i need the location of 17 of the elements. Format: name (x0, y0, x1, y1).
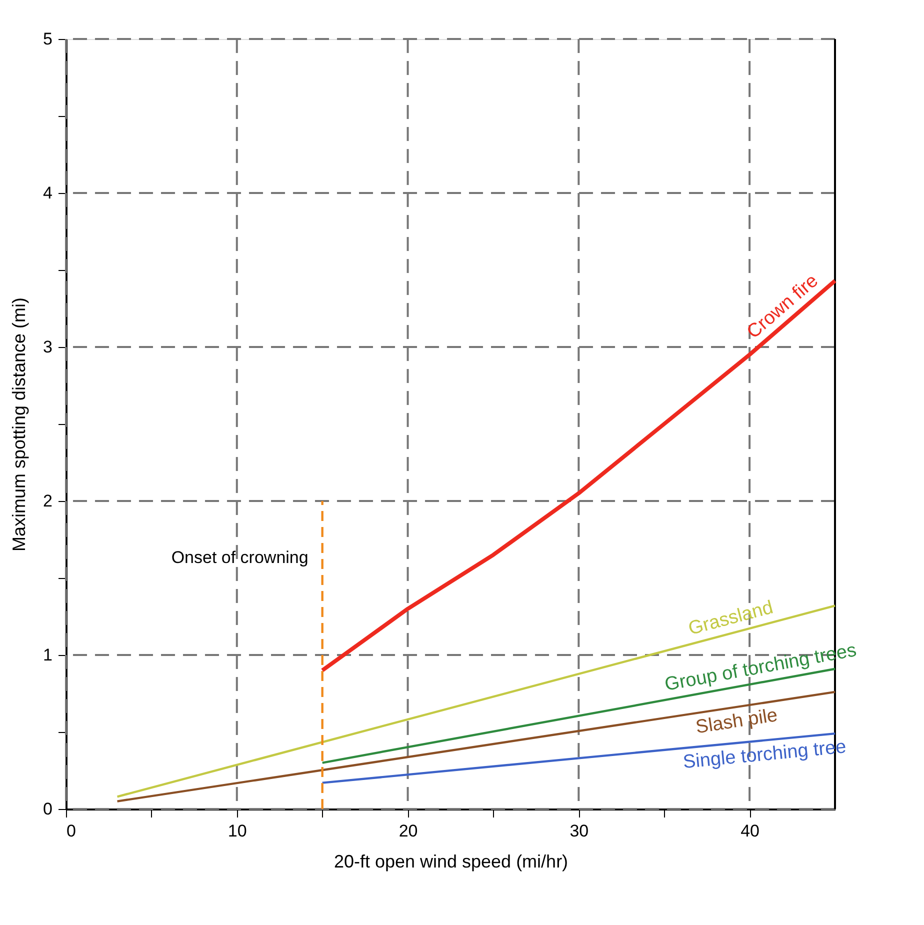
x-tick-label: 30 (570, 822, 589, 840)
text: Slash pile (694, 705, 780, 738)
annotation: Onset of crowning (171, 548, 308, 567)
text: Single torching tree (682, 736, 848, 774)
y-tick-label: 3 (43, 338, 52, 356)
y-tick-label: 2 (43, 492, 52, 510)
x-tick-label: 0 (66, 822, 76, 840)
y-tick-label: 4 (43, 184, 52, 202)
x-tick-label: 40 (740, 822, 760, 840)
x-tick-label: 20 (398, 822, 418, 840)
y-tick-label: 1 (43, 646, 52, 664)
text: Group of torching trees (663, 640, 858, 696)
y-tick-label: 5 (43, 30, 52, 48)
x-tick-label: 10 (228, 822, 247, 840)
y-tick-label: 0 (43, 800, 52, 818)
x-axis-title: 20-ft open wind speed (mi/hr) (334, 852, 568, 872)
y-axis-title: Maximum spotting distance (mi) (9, 297, 30, 552)
